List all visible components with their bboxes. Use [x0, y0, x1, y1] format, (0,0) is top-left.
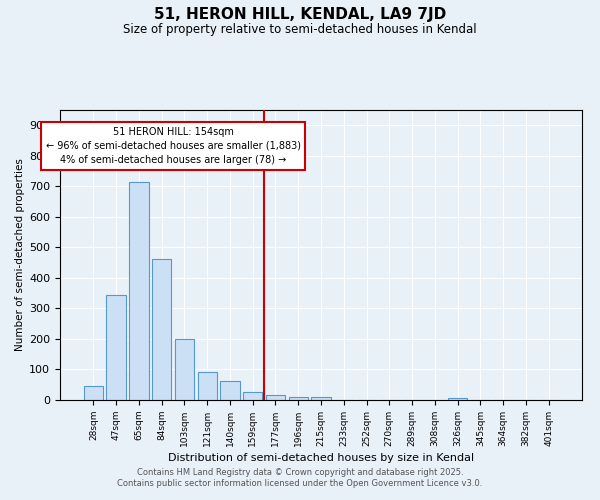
Bar [106, 296, 126, 400]
Y-axis label: Number of semi-detached properties: Number of semi-detached properties [15, 158, 25, 352]
Text: Size of property relative to semi-detached houses in Kendal: Size of property relative to semi-detach… [123, 22, 477, 36]
Bar [311, 397, 331, 400]
Bar [289, 396, 308, 400]
Bar [243, 392, 262, 400]
Text: Contains HM Land Registry data © Crown copyright and database right 2025.
Contai: Contains HM Land Registry data © Crown c… [118, 468, 482, 487]
X-axis label: Distribution of semi-detached houses by size in Kendal: Distribution of semi-detached houses by … [168, 453, 474, 463]
Bar [129, 182, 149, 400]
Bar [175, 339, 194, 400]
Bar [152, 259, 172, 400]
Text: 51 HERON HILL: 154sqm
← 96% of semi-detached houses are smaller (1,883)
4% of se: 51 HERON HILL: 154sqm ← 96% of semi-deta… [46, 127, 301, 165]
Bar [448, 398, 467, 400]
Bar [266, 396, 285, 400]
Bar [84, 386, 103, 400]
Bar [220, 381, 239, 400]
Bar [197, 372, 217, 400]
Text: 51, HERON HILL, KENDAL, LA9 7JD: 51, HERON HILL, KENDAL, LA9 7JD [154, 8, 446, 22]
